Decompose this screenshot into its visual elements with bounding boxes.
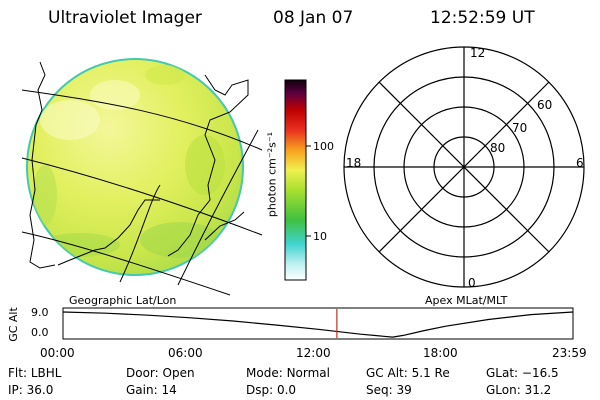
status-ip: IP: 36.0 bbox=[8, 383, 54, 397]
status-flt: Flt: LBHL bbox=[8, 366, 62, 380]
instrument-title: Ultraviolet Imager bbox=[48, 8, 202, 28]
time-tick-1800: 18:00 bbox=[423, 346, 458, 360]
altitude-tick-label: 9.0 bbox=[31, 306, 49, 319]
geographic-panel-label: Geographic Lat/Lon bbox=[69, 294, 177, 307]
status-glat: GLat: −16.5 bbox=[486, 366, 559, 380]
altitude-curve bbox=[62, 311, 574, 338]
mlt-label-18: 18 bbox=[346, 156, 362, 170]
colorbar-gradient bbox=[284, 79, 307, 281]
colorbar-tick-label-100: 100 bbox=[313, 140, 334, 153]
status-glon: GLon: 31.2 bbox=[486, 383, 552, 397]
time-tick-0000: 00:00 bbox=[40, 346, 75, 360]
status-gain: Gain: 14 bbox=[126, 383, 177, 397]
time-label: 12:52:59 UT bbox=[430, 8, 535, 28]
apex-panel-label: Apex MLat/MLT bbox=[425, 294, 508, 307]
lat-label-80: 80 bbox=[490, 141, 506, 155]
polar-diagonal bbox=[378, 81, 550, 253]
mlt-label-12: 12 bbox=[470, 46, 486, 60]
uv-texture bbox=[33, 65, 225, 258]
coastlines bbox=[29, 61, 249, 269]
altitude-strip-frame bbox=[62, 307, 574, 340]
graticule bbox=[21, 89, 263, 296]
time-tick-2359: 23:59 bbox=[552, 346, 587, 360]
status-dsp: Dsp: 0.0 bbox=[246, 383, 297, 397]
status-gc-alt: GC Alt: 5.1 Re bbox=[366, 366, 450, 380]
time-tick-0600: 06:00 bbox=[168, 346, 203, 360]
altitude-tick-label-zero: 0.0 bbox=[31, 326, 49, 339]
status-seq: Seq: 39 bbox=[366, 383, 412, 397]
date-label: 08 Jan 07 bbox=[273, 8, 354, 28]
time-tick-1200: 12:00 bbox=[296, 346, 331, 360]
lat-label-70: 70 bbox=[512, 121, 528, 135]
colorbar-tick-label-10: 10 bbox=[313, 230, 327, 243]
mlt-label-0: 0 bbox=[468, 276, 476, 290]
mlt-label-6: 6 bbox=[576, 156, 584, 170]
lat-label-60: 60 bbox=[537, 98, 553, 112]
status-mode: Mode: Normal bbox=[246, 366, 330, 380]
status-door: Door: Open bbox=[126, 366, 195, 380]
